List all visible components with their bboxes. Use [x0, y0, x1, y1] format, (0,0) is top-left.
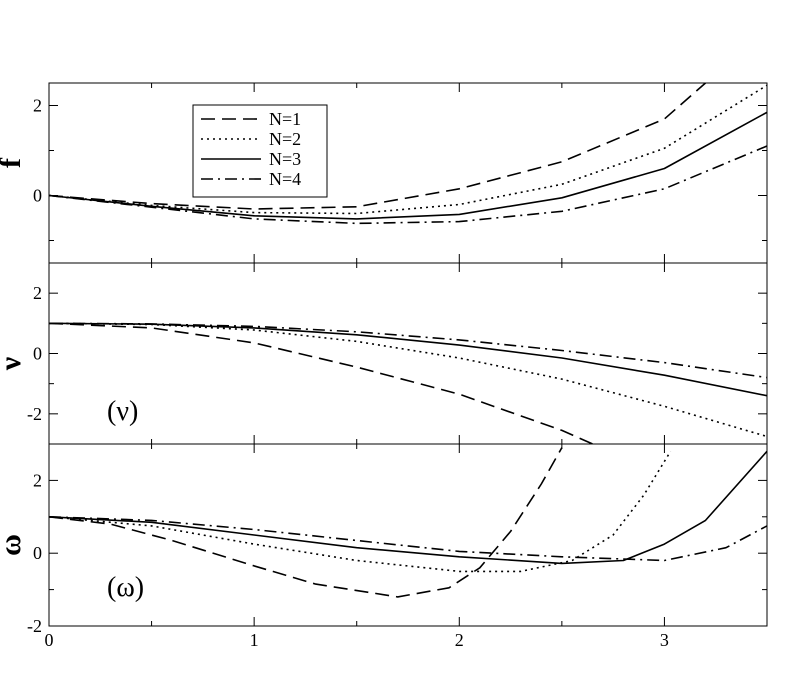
- y-tick-label: -2: [27, 616, 42, 636]
- panel-1: [48, 82, 768, 264]
- panel-3: [48, 443, 768, 627]
- panel-2: [48, 262, 768, 445]
- legend-label: N=1: [269, 109, 301, 129]
- series-line-n-3: [49, 322, 767, 397]
- x-tick-label: 0: [45, 630, 54, 650]
- y-tick-label: 2: [33, 470, 42, 490]
- panel-label: (ν): [107, 396, 138, 427]
- y-tick-label: 0: [33, 186, 42, 206]
- y-axis-label: ω: [0, 534, 27, 556]
- panel-frame: [48, 443, 768, 627]
- series-line-n-2: [49, 450, 672, 573]
- curve-group: [49, 447, 767, 598]
- panel-frame: [48, 262, 768, 445]
- curve-group: [49, 322, 767, 444]
- legend-label: N=3: [269, 149, 301, 169]
- y-tick-label: 0: [33, 543, 42, 563]
- legend-label: N=4: [269, 169, 301, 189]
- y-axis-label: f: [0, 157, 27, 168]
- y-tick-label: 2: [33, 96, 42, 116]
- y-tick-label: -2: [27, 404, 42, 424]
- panel-frame: [48, 82, 768, 264]
- x-tick-label: 3: [660, 630, 669, 650]
- series-line-n-3: [49, 111, 767, 220]
- series-line-n-1: [49, 83, 707, 210]
- series-line-n-2: [49, 84, 767, 215]
- series-line-n-4: [49, 516, 767, 562]
- series-line-n-3: [49, 450, 767, 565]
- x-tick-label: 1: [250, 630, 259, 650]
- series-line-n-1: [49, 447, 563, 598]
- x-tick-label: 2: [455, 630, 464, 650]
- y-axis-label: ν: [0, 356, 27, 371]
- legend-box: [192, 104, 328, 198]
- series-line-n-2: [49, 322, 767, 438]
- curve-group: [49, 83, 767, 225]
- series-line-n-1: [49, 322, 593, 444]
- legend-label: N=2: [269, 129, 301, 149]
- series-line-n-4: [49, 145, 767, 225]
- panel-label: (ω): [107, 572, 144, 603]
- y-tick-label: 2: [33, 283, 42, 303]
- y-tick-label: 0: [33, 344, 42, 364]
